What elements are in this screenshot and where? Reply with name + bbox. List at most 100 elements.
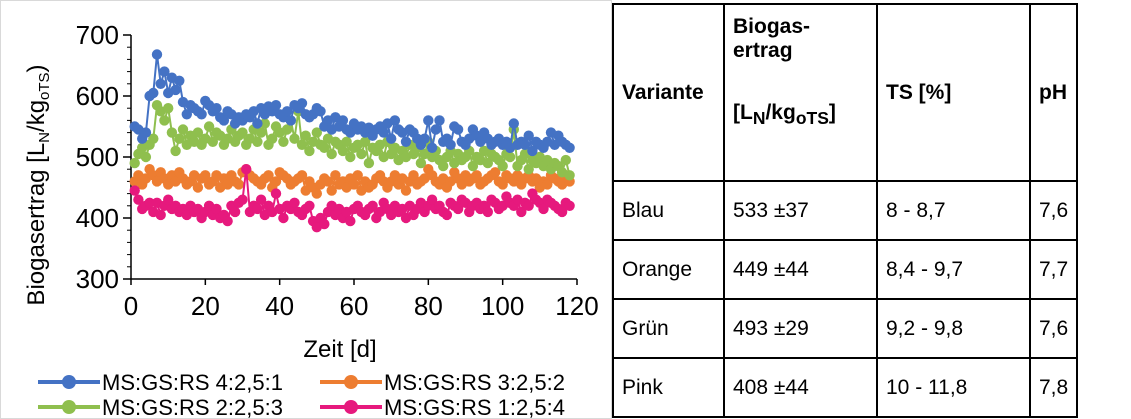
x-tick-label: 60 bbox=[340, 291, 369, 321]
x-tick-label: 100 bbox=[481, 291, 524, 321]
table-row: Blau 533 ±37 8 - 8,7 7,6 bbox=[612, 180, 1079, 241]
data-point bbox=[490, 167, 501, 178]
axes-layer: 300 400 500 600 700 0 20 40 60 80 100 120 bbox=[76, 20, 599, 321]
header-ph: pH bbox=[1028, 3, 1079, 182]
data-point bbox=[252, 136, 263, 147]
data-point bbox=[211, 103, 222, 114]
data-point bbox=[278, 212, 289, 224]
legend-item: MS:GS:RS 2:2,5:3 bbox=[38, 395, 283, 419]
data-point bbox=[345, 215, 356, 227]
x-tick-label: 40 bbox=[265, 291, 294, 321]
x-tick-label: 120 bbox=[555, 291, 598, 321]
data-point bbox=[140, 151, 152, 163]
data-point bbox=[367, 200, 378, 211]
data-point bbox=[296, 139, 308, 150]
data-point bbox=[430, 124, 441, 135]
data-point bbox=[378, 127, 389, 138]
data-point bbox=[482, 206, 493, 218]
data-point bbox=[181, 109, 192, 120]
data-point bbox=[319, 142, 330, 153]
summary-table: Variante Biogas-ertrag [LN/kgoTS] TS [%]… bbox=[612, 3, 1079, 418]
data-point bbox=[415, 157, 427, 169]
data-point bbox=[148, 87, 159, 99]
data-point bbox=[129, 157, 140, 169]
data-point bbox=[229, 206, 241, 218]
data-point bbox=[564, 142, 575, 153]
data-point bbox=[408, 170, 419, 181]
data-point bbox=[233, 179, 244, 190]
data-point bbox=[523, 200, 534, 211]
table-row: Orange 449 ±44 8,4 - 9,7 7,7 bbox=[612, 239, 1079, 300]
chart-svg: 300 400 500 600 700 0 20 40 60 80 100 120 Biogasert… bbox=[0, 0, 612, 419]
cell-yield: 493 ±29 bbox=[723, 298, 878, 359]
data-point bbox=[289, 197, 300, 208]
x-axis-title: Zeit [d] bbox=[303, 336, 376, 363]
data-point bbox=[270, 188, 282, 199]
cell-ts: 10 - 11,8 bbox=[876, 357, 1031, 418]
cell-variante: Blau bbox=[612, 180, 725, 241]
cell-yield: 449 ±44 bbox=[723, 239, 878, 300]
data-point bbox=[237, 127, 248, 138]
data-point bbox=[337, 145, 349, 157]
legend-item: MS:GS:RS 3:2,5:2 bbox=[320, 370, 565, 395]
data-point bbox=[151, 49, 163, 60]
data-point bbox=[319, 218, 330, 230]
data-point bbox=[504, 151, 516, 163]
data-point bbox=[322, 176, 334, 187]
data-point bbox=[538, 203, 549, 215]
data-point bbox=[211, 203, 222, 215]
data-point bbox=[516, 206, 527, 218]
cell-yield: 533 ±37 bbox=[723, 180, 878, 241]
data-point bbox=[556, 206, 568, 218]
data-point bbox=[326, 148, 337, 160]
y-tick-label: 300 bbox=[76, 264, 119, 294]
data-point bbox=[255, 127, 267, 138]
cell-ph: 7,6 bbox=[1028, 298, 1079, 359]
data-point bbox=[482, 157, 493, 169]
data-point bbox=[452, 124, 464, 135]
data-point bbox=[400, 185, 412, 196]
legend: MS:GS:RS 4:2,5:1 MS:GS:RS 3:2,5:2MS:GS:RS… bbox=[38, 370, 565, 419]
data-point bbox=[452, 203, 464, 215]
y-tick-label: 500 bbox=[76, 142, 119, 172]
data-point bbox=[497, 160, 508, 172]
legend-marker bbox=[62, 400, 76, 414]
data-point bbox=[296, 170, 308, 181]
cell-variante: Grün bbox=[612, 298, 725, 359]
data-point bbox=[304, 145, 315, 157]
data-point bbox=[564, 200, 575, 211]
data-point bbox=[341, 136, 352, 147]
data-point bbox=[389, 115, 401, 126]
data-point bbox=[129, 185, 140, 196]
data-point bbox=[163, 194, 174, 205]
legend-label: MS:GS:RS 3:2,5:2 bbox=[384, 370, 565, 395]
data-point bbox=[155, 78, 166, 90]
data-point bbox=[471, 170, 482, 181]
data-point bbox=[166, 127, 178, 138]
biogas-yield-chart: 300 400 500 600 700 0 20 40 60 80 100 120 Biogasert… bbox=[0, 0, 612, 419]
data-point bbox=[148, 133, 159, 144]
data-point bbox=[467, 160, 479, 172]
data-point bbox=[296, 98, 308, 109]
data-point bbox=[542, 179, 553, 190]
data-point bbox=[252, 203, 263, 215]
data-point bbox=[133, 194, 144, 205]
y-axis-title: Biogasertrag [LN/kgoTS) bbox=[23, 64, 53, 305]
y-tick-label: 700 bbox=[76, 20, 119, 50]
data-point bbox=[445, 139, 456, 150]
series-4 bbox=[129, 164, 575, 233]
data-point bbox=[281, 124, 293, 135]
data-point bbox=[423, 115, 434, 126]
data-point bbox=[252, 118, 263, 129]
header-ts: TS [%] bbox=[876, 3, 1031, 182]
series-1 bbox=[129, 49, 575, 157]
data-point bbox=[140, 127, 152, 138]
data-point bbox=[337, 115, 349, 126]
cell-ts: 9,2 - 9,8 bbox=[876, 298, 1031, 359]
y-tick-label: 400 bbox=[76, 203, 119, 233]
x-tick-label: 20 bbox=[191, 291, 220, 321]
data-point bbox=[300, 130, 311, 141]
data-point bbox=[419, 133, 430, 144]
data-point bbox=[170, 145, 181, 157]
cell-variante: Orange bbox=[612, 239, 725, 300]
